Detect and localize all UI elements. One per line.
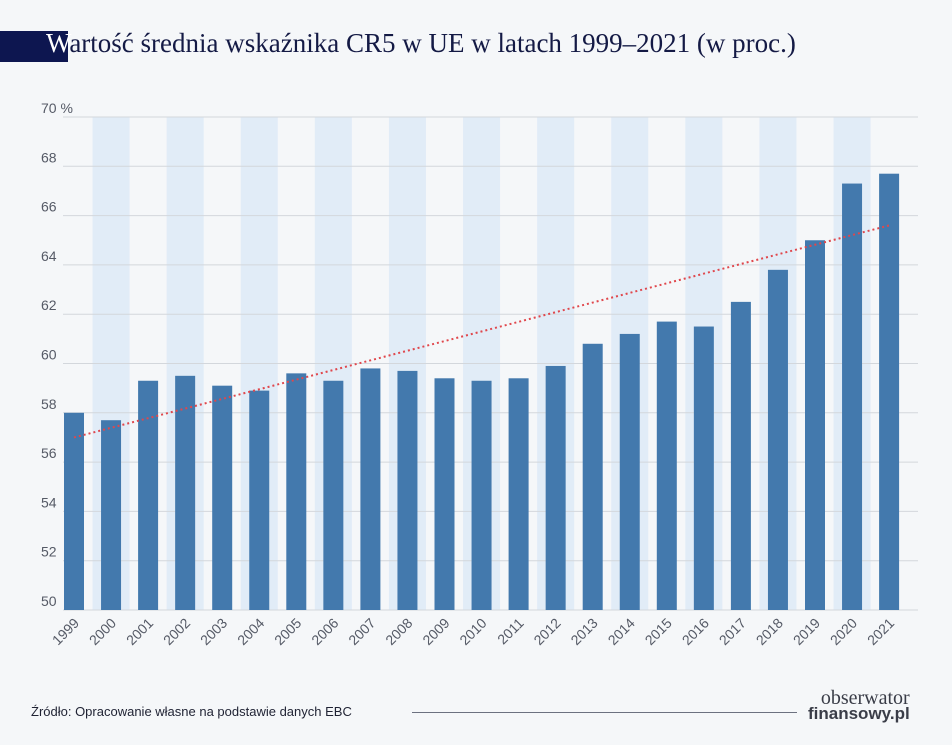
logo: obserwator finansowy.pl — [808, 687, 910, 723]
x-tick-label: 2017 — [716, 615, 749, 648]
x-tick-label: 2001 — [123, 615, 156, 648]
y-tick-label: 66 — [41, 199, 57, 215]
bar-2013 — [582, 343, 603, 610]
chart-title: Wartość średnia wskaźnika CR5 w UE w lat… — [46, 28, 796, 58]
bar-2001 — [138, 380, 159, 610]
bar-2005 — [286, 373, 307, 610]
bar-2008 — [397, 370, 418, 610]
x-tick-label: 2018 — [753, 615, 786, 648]
x-tick-label: 2015 — [642, 615, 675, 648]
x-tick-label: 2014 — [605, 615, 638, 648]
bar-1999 — [64, 412, 84, 610]
bar-2009 — [434, 378, 455, 610]
y-tick-label: 56 — [41, 445, 57, 461]
bar-2004 — [249, 390, 270, 610]
title-accent-box — [0, 31, 68, 62]
x-tick-label: 2013 — [567, 615, 600, 648]
x-tick-label: 2011 — [494, 615, 527, 648]
x-tick-label: 2004 — [234, 615, 267, 648]
bar-2021 — [879, 173, 900, 610]
bar-2000 — [101, 420, 122, 610]
bar-2014 — [619, 333, 640, 610]
bar-2010 — [471, 380, 492, 610]
source-note: Źródło: Opracowanie własne na podstawie … — [31, 704, 352, 719]
x-tick-label: 2021 — [864, 615, 897, 648]
bar-2003 — [212, 385, 233, 610]
x-tick-label: 2006 — [308, 615, 341, 648]
x-tick-label: 2016 — [679, 615, 712, 648]
bar-2002 — [175, 375, 196, 610]
y-tick-label: 58 — [41, 396, 57, 412]
y-tick-label: 62 — [41, 297, 57, 313]
y-tick-label: 70 % — [41, 100, 73, 116]
bar-2019 — [805, 240, 825, 610]
bar-2018 — [767, 269, 788, 610]
x-tick-label: 2009 — [419, 615, 452, 648]
source-divider — [412, 712, 797, 713]
x-tick-label: 2000 — [86, 615, 119, 648]
x-tick-label: 2007 — [345, 615, 378, 648]
bar-2006 — [323, 380, 344, 610]
y-tick-label: 68 — [41, 149, 57, 165]
x-tick-label: 2005 — [271, 615, 304, 648]
trendline — [73, 224, 890, 439]
x-tick-label: 2002 — [160, 615, 193, 648]
y-tick-label: 64 — [41, 248, 57, 264]
x-tick-label: 2003 — [197, 615, 230, 648]
x-tick-label: 2020 — [827, 615, 860, 648]
bar-2007 — [360, 368, 381, 610]
x-tick-label: 2008 — [382, 615, 415, 648]
x-tick-label: 2010 — [456, 615, 489, 648]
x-tick-label: 2012 — [530, 615, 563, 648]
bar-2012 — [545, 365, 566, 610]
bar-2020 — [842, 183, 863, 610]
x-tick-label: 2019 — [790, 615, 823, 648]
bar-2016 — [693, 326, 714, 610]
y-tick-label: 50 — [41, 593, 57, 609]
y-tick-label: 60 — [41, 347, 57, 363]
bar-2017 — [730, 301, 751, 610]
y-tick-label: 54 — [41, 494, 57, 510]
x-tick-label: 1999 — [49, 615, 82, 648]
bar-2011 — [508, 378, 529, 610]
bar-2015 — [656, 321, 677, 610]
y-tick-label: 52 — [41, 544, 57, 560]
